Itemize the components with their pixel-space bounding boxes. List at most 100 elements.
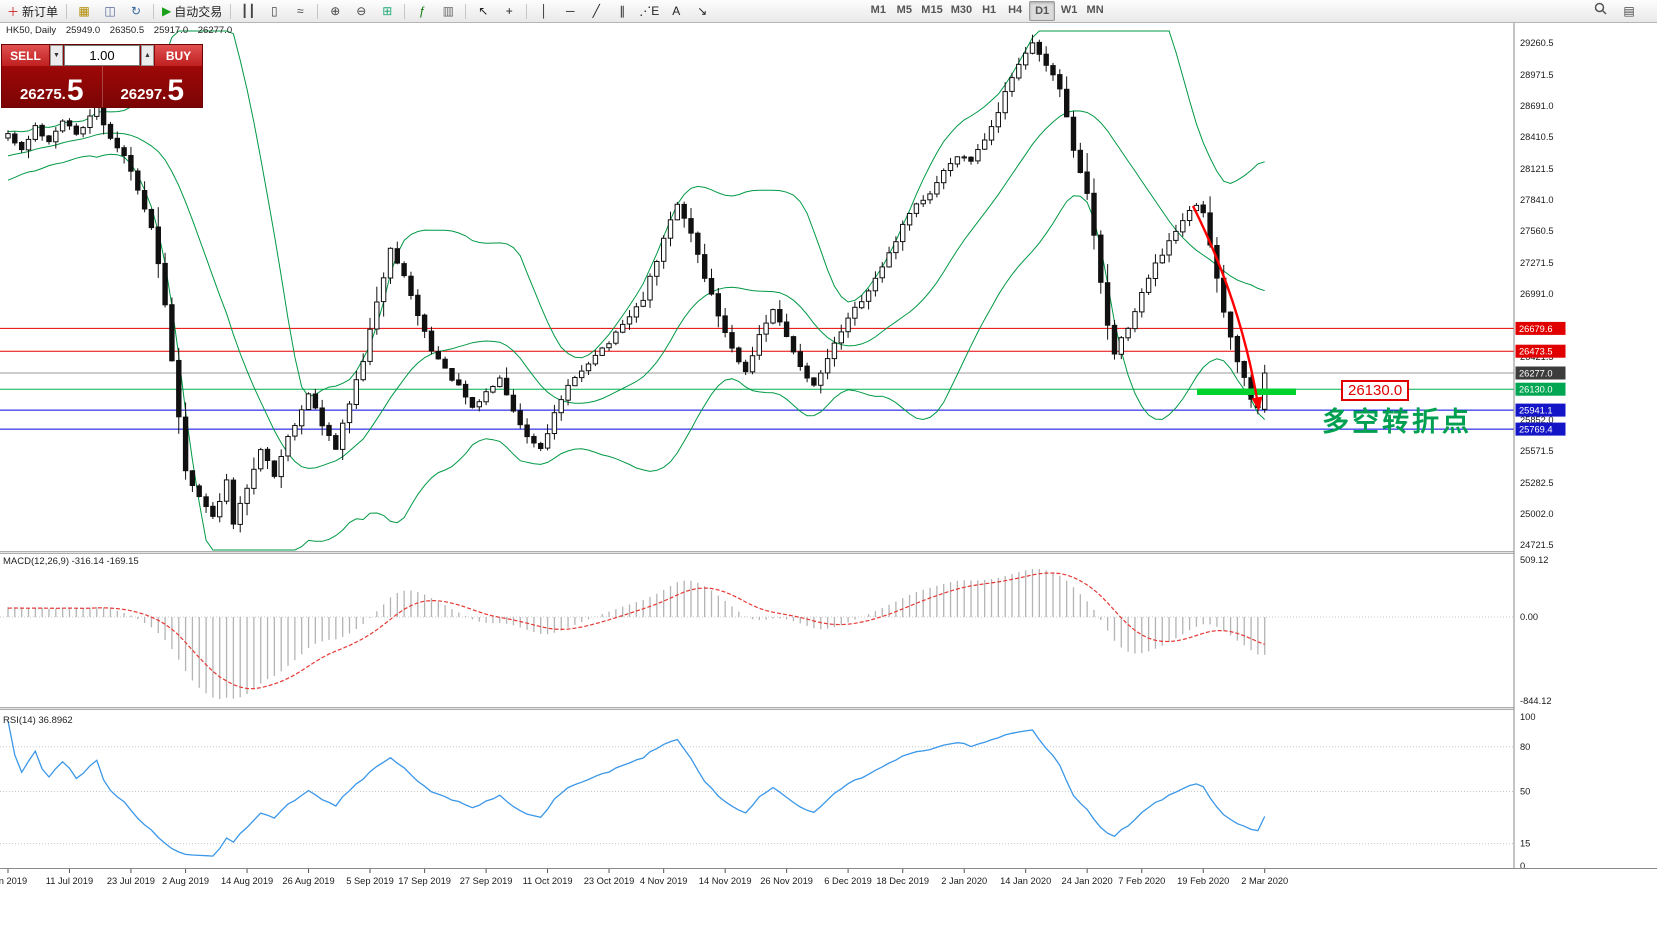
ohlc-high: 26350.5 [109,25,145,36]
charts-grid-icon: ▦ [78,4,90,18]
layout-panel-icon[interactable]: ▤ [1623,4,1635,18]
indicators-icon: ƒ [418,4,426,18]
svg-text:25941.1: 25941.1 [1519,406,1553,416]
time-axis[interactable]: Jun 2019 11 Jul 2019 23 Jul 2019 2 Aug 2019… [0,868,1657,887]
toolbar-separator [465,3,467,19]
refresh-button[interactable]: ↻ [124,2,148,20]
toolbar-right: ▤ [1594,2,1653,20]
text-button[interactable]: A [664,2,688,20]
svg-text:5 Sep 2019: 5 Sep 2019 [346,876,394,886]
svg-text:27271.5: 27271.5 [1520,258,1554,268]
buy-price[interactable]: 26297. 5 [101,66,203,107]
price-axis[interactable]: 29260.5 28971.5 28691.0 28410.5 28121.5 27841… [1515,38,1566,871]
vertical-line-button[interactable]: │ [532,2,556,20]
svg-text:11 Oct 2019: 11 Oct 2019 [523,876,573,886]
buy-button[interactable]: BUY [155,45,202,66]
zoom-out-icon: ⊖ [356,4,367,18]
svg-text:28691.0: 28691.0 [1520,101,1554,111]
bar-chart-button[interactable]: ┃┃ [236,2,260,20]
cursor-button[interactable]: ↖ [471,2,495,20]
toolbar-separator [404,3,406,19]
svg-text:26277.0: 26277.0 [1519,369,1553,379]
svg-text:0: 0 [1520,861,1525,871]
trade-controls-row: SELL ▼ ▲ BUY [2,45,202,66]
bar-chart-icon: ┃┃ [241,4,256,18]
text-icon: A [672,4,681,18]
green-highlight-bar[interactable] [1197,388,1296,396]
line-chart-button[interactable]: ≈ [288,2,312,20]
svg-text:2 Aug 2019: 2 Aug 2019 [162,876,209,886]
timeframe-m15-button[interactable]: M15 [921,4,943,16]
svg-text:80: 80 [1520,742,1530,752]
trendline-button[interactable]: ╱ [584,2,608,20]
svg-text:25282.5: 25282.5 [1520,478,1554,488]
tile-windows-icon: ⊞ [382,4,393,18]
timeframe-m1-button[interactable]: M1 [870,4,886,16]
candles-layer [5,34,1268,533]
svg-text:28410.5: 28410.5 [1520,132,1554,142]
svg-text:14 Aug 2019: 14 Aug 2019 [221,876,273,886]
sell-button[interactable]: SELL [2,45,49,66]
crosshair-button[interactable]: + [497,2,521,20]
toolbar-separator [230,3,232,19]
svg-text:23 Jul 2019: 23 Jul 2019 [107,876,155,886]
charts-grid-button[interactable]: ▦ [72,2,96,20]
zoom-out-button[interactable]: ⊖ [349,2,373,20]
svg-text:28121.5: 28121.5 [1520,164,1554,174]
timeframe-m5-button[interactable]: M5 [896,4,912,16]
new-order-icon: ＋ [7,4,20,19]
timeframe-d1-button[interactable]: D1 [1029,1,1056,21]
templates-button[interactable]: ▥ [436,2,460,20]
indicators-button[interactable]: ƒ [410,2,434,20]
buy-price-big-digit: 5 [167,73,185,107]
fibonacci-button[interactable]: ⋰E [636,2,662,20]
profiles-button[interactable]: ◫ [98,2,122,20]
toolbar-separator [526,3,528,19]
svg-text:100: 100 [1520,712,1536,722]
svg-text:29260.5: 29260.5 [1520,38,1554,48]
horizontal-lines-layer [0,327,1514,430]
svg-text:Jun 2019: Jun 2019 [0,876,27,886]
zoom-in-button[interactable]: ⊕ [323,2,347,20]
volume-input[interactable] [64,45,140,66]
new-order-button[interactable]: ＋新订单 [4,2,61,20]
candlestick-icon: ▯ [270,4,278,18]
price-annotation-26130[interactable]: 26130.0 [1341,380,1410,401]
horizontal-line-button[interactable]: ─ [558,2,582,20]
timeframe-w1-button[interactable]: W1 [1060,4,1078,16]
vertical-line-icon: │ [540,4,549,18]
macd-label: MACD(12,26,9) -316.14 -169.15 [3,556,139,567]
toolbar-separator [317,3,319,19]
svg-text:18 Dec 2019: 18 Dec 2019 [876,876,929,886]
svg-text:26130.0: 26130.0 [1519,385,1553,395]
volume-decrease-button[interactable]: ▼ [50,45,63,66]
turning-point-annotation[interactable]: 多空转折点 [1322,407,1472,438]
channel-button[interactable]: ∥ [610,2,634,20]
sell-price[interactable]: 26275. 5 [2,66,102,107]
timeframe-m30-button[interactable]: M30 [950,4,973,16]
tile-windows-button[interactable]: ⊞ [375,2,399,20]
red-trend-arrow[interactable] [1191,205,1259,400]
timeframe-h4-button[interactable]: H4 [1008,4,1023,16]
svg-text:24 Jan 2020: 24 Jan 2020 [1062,876,1113,886]
svg-text:25571.5: 25571.5 [1520,446,1554,456]
chart-title-ohlc: HK50, Daily 25949.0 26350.5 25917.0 2627… [6,25,239,36]
svg-text:26679.6: 26679.6 [1519,324,1553,334]
search-icon[interactable] [1594,2,1607,20]
auto-trading-button[interactable]: ▶ 自动交易 [159,2,225,20]
ohlc-low: 25917.0 [153,25,189,36]
timeframe-group: M1 M5 M15 M30 H1 H4 D1 W1 MN [866,1,1107,21]
arrows-button[interactable]: ↘ [690,2,714,20]
macd-pane [0,568,1514,699]
svg-text:27 Sep 2019: 27 Sep 2019 [460,876,513,886]
buy-price-main: 26297. [120,85,167,103]
svg-text:0.00: 0.00 [1520,612,1538,622]
auto-trading-icon: ▶ [162,4,172,18]
candlestick-button[interactable]: ▯ [262,2,286,20]
volume-increase-button[interactable]: ▲ [141,45,154,66]
timeframe-mn-button[interactable]: MN [1086,4,1104,16]
svg-text:25002.0: 25002.0 [1520,509,1554,519]
timeframe-h1-button[interactable]: H1 [982,4,997,16]
